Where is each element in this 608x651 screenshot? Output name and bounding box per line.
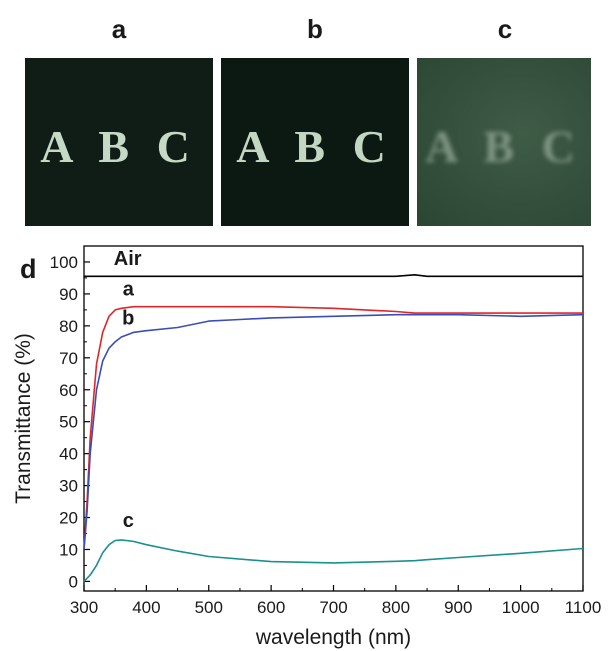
series-line-c <box>83 539 584 582</box>
axis-ticks: 300 400 500 600 700 800 900 1000 1100 0 10 20 30 40 50… <box>50 253 602 617</box>
panel-b-letter: b <box>307 14 323 44</box>
photo-panel-a: A B C <box>25 58 213 226</box>
photo-c-text: A B C <box>425 121 583 172</box>
y-tick-label: 20 <box>59 509 78 528</box>
panel-a-letter: a <box>111 14 127 44</box>
y-tick-label: 10 <box>59 540 78 559</box>
series-label-c: c <box>123 510 134 532</box>
x-tick-label: 600 <box>257 598 285 617</box>
y-axis-title: Transmittance (%) <box>12 333 35 504</box>
photo-panel-b: A B C <box>221 58 409 226</box>
series-labels: Air ab c <box>114 248 142 532</box>
photo-b-text: A B C <box>236 121 394 172</box>
y-tick-label: 30 <box>59 477 78 496</box>
y-tick-label: 90 <box>59 285 78 304</box>
series-line-Air <box>84 273 583 278</box>
x-tick-label: 1100 <box>565 598 602 617</box>
panel-d-letter: d <box>20 254 37 284</box>
y-tick-label: 100 <box>50 253 78 272</box>
series-label-Air: Air <box>114 248 142 270</box>
x-tick-label: 300 <box>70 598 98 617</box>
x-axis-title: wavelength (nm) <box>255 626 411 649</box>
x-tick-label: 400 <box>132 598 160 617</box>
plot-frame <box>83 245 584 592</box>
y-tick-label: 50 <box>59 413 78 432</box>
transmittance-chart: d 300 400 500 600 700 800 900 1000 1100 0 10 20 30 40… <box>12 245 602 649</box>
y-tick-label: 60 <box>59 381 78 400</box>
x-tick-label: 500 <box>195 598 223 617</box>
series-label-b: b <box>122 307 134 329</box>
series-line-a <box>83 305 583 550</box>
x-tick-label: 700 <box>319 598 347 617</box>
panel-c-letter: c <box>497 14 513 44</box>
x-tick-label: 800 <box>382 598 410 617</box>
series-lines <box>83 273 584 582</box>
y-tick-label: 40 <box>59 445 78 464</box>
x-tick-label: 1000 <box>502 598 540 617</box>
photo-panel-c: A B C <box>417 58 591 226</box>
y-tick-label: 0 <box>69 572 78 591</box>
series-line-b <box>83 313 584 550</box>
x-tick-label: 900 <box>444 598 472 617</box>
photo-a-text: A B C <box>40 121 198 172</box>
y-tick-label: 80 <box>59 317 78 336</box>
series-label-a: a <box>123 279 135 301</box>
y-tick-label: 70 <box>59 349 78 368</box>
